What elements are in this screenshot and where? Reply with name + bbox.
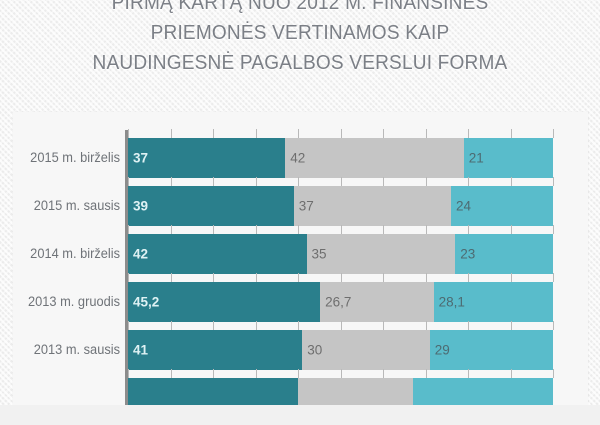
bar-segment-series-1[interactable]: 37 bbox=[128, 138, 286, 178]
bar-segment-value: 30 bbox=[307, 342, 323, 358]
bar-segment-series-2[interactable]: 37 bbox=[293, 186, 451, 226]
value-axis-spine bbox=[125, 130, 129, 405]
bar-segment-series-1[interactable]: 41 bbox=[128, 330, 303, 370]
bar-segment-series-2[interactable]: 26,7 bbox=[320, 282, 434, 322]
bar-segment-value: 23 bbox=[460, 246, 476, 262]
bar-segment-value: 24 bbox=[456, 198, 472, 214]
bar-segment-value: 37 bbox=[298, 198, 314, 214]
category-label: 2014 m. birželis bbox=[30, 246, 121, 261]
bar-segment-series-3[interactable]: 21 bbox=[463, 138, 553, 178]
category-label: 2015 m. sausis bbox=[33, 198, 120, 213]
bar-segment-series-2[interactable]: 35 bbox=[306, 234, 456, 274]
bar-segment-series-3[interactable]: 24 bbox=[451, 186, 553, 226]
bar-segment-series-2[interactable]: 42 bbox=[285, 138, 464, 178]
bar-segment-value: 37 bbox=[133, 150, 149, 166]
bar-segment-series-2[interactable]: 30 bbox=[302, 330, 430, 370]
category-label: 2013 m. gruodis bbox=[28, 294, 121, 309]
bar-row[interactable]: 45,2 26,7 28,1 bbox=[128, 282, 553, 322]
bar-segment-series-1[interactable]: 45,2 bbox=[128, 282, 321, 322]
bar-segment-value: 28,1 bbox=[438, 294, 465, 310]
bar-segment-value: 41 bbox=[133, 342, 149, 358]
bar-segment-series-3[interactable]: 29 bbox=[429, 330, 553, 370]
bar-segment-value: 29 bbox=[434, 342, 450, 358]
bar-row[interactable]: 37 42 21 bbox=[128, 138, 553, 178]
bar-segment-value: 45,2 bbox=[133, 294, 160, 310]
bar-segment-value: 42 bbox=[133, 246, 149, 262]
bottom-crop-mask bbox=[0, 405, 600, 425]
stacked-bar-chart: 37 42 21 39 37 24 42 35 23 45,2 26,7 28,1 41 30 29 bbox=[128, 130, 553, 418]
bar-segment-value: 42 bbox=[290, 150, 306, 166]
bar-row[interactable]: 42 35 23 bbox=[128, 234, 553, 274]
bar-segment-series-3[interactable]: 23 bbox=[455, 234, 553, 274]
category-label: 2015 m. birželis bbox=[30, 150, 121, 165]
bar-segment-value: 39 bbox=[133, 198, 149, 214]
bar-row[interactable]: 39 37 24 bbox=[128, 186, 553, 226]
bar-segment-value: 21 bbox=[468, 150, 484, 166]
category-label: 2013 m. sausis bbox=[33, 342, 120, 357]
bar-segment-series-3[interactable]: 28,1 bbox=[433, 282, 553, 322]
bar-segment-series-1[interactable]: 39 bbox=[128, 186, 294, 226]
bar-segment-value: 35 bbox=[311, 246, 327, 262]
page-title: PIRMĄ KARTĄ NUO 2012 M. FINANSINĖS PRIEM… bbox=[92, 0, 508, 74]
category-axis-labels: 2015 m. birželis 2015 m. sausis 2014 m. bi… bbox=[0, 130, 120, 405]
bar-row[interactable]: 41 30 29 bbox=[128, 330, 553, 370]
bar-segment-value: 26,7 bbox=[325, 294, 352, 310]
bar-segment-series-1[interactable]: 42 bbox=[128, 234, 307, 274]
